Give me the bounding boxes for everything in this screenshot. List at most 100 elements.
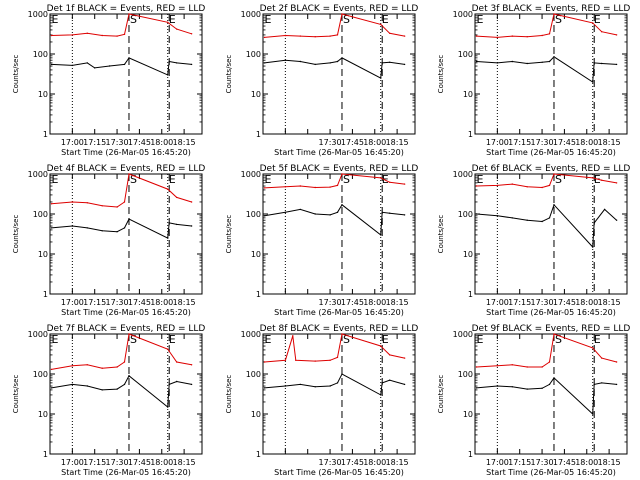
lld-data-point <box>336 184 339 187</box>
events-data-point <box>541 387 543 389</box>
lld-data-point <box>190 33 193 35</box>
lld-data-point <box>295 359 297 361</box>
events-data-point <box>548 383 551 386</box>
lld-data-point <box>389 354 391 356</box>
lld-data-point <box>176 361 178 363</box>
y-tick-label: 10 <box>38 410 48 419</box>
y-tick-label: 1 <box>43 290 48 299</box>
lld-data-point <box>475 366 478 368</box>
lld-data-point <box>336 356 339 359</box>
lld-data-point <box>123 361 126 363</box>
event-marker-label: E <box>476 13 483 26</box>
x-tick-label: 18:00 <box>363 298 386 307</box>
y-tick-label: 100 <box>246 370 261 379</box>
x-tick-label: 18:15 <box>386 138 409 147</box>
lld-data-point <box>389 181 391 183</box>
plot-frame <box>474 333 628 455</box>
x-tick-label: 17:30 <box>319 138 342 147</box>
event-marker-label: E <box>594 13 601 26</box>
lld-data-point <box>190 364 193 366</box>
plot-frame <box>262 13 416 135</box>
x-axis-title: Start Time (26-Mar-05 16:45:20) <box>486 468 616 477</box>
event-marker-label: E <box>476 173 483 186</box>
lld-data-point <box>86 32 89 34</box>
x-tick-label: 17:15 <box>83 458 106 467</box>
events-data-point <box>176 62 178 64</box>
lld-data-point <box>548 184 551 187</box>
lld-data-point <box>128 173 130 175</box>
lld-data-point <box>176 28 178 30</box>
events-data-point <box>86 62 89 64</box>
event-marker-label: E <box>382 13 389 26</box>
events-data-point <box>336 211 339 213</box>
x-tick-label: 17:30 <box>319 458 342 467</box>
y-axis-title: Counts/sec <box>225 55 233 94</box>
y-axis-title: Counts/sec <box>437 55 445 94</box>
panel-title: Det 8f BLACK = Events, RED = LLD <box>260 324 419 334</box>
events-data-point <box>284 211 287 213</box>
event-marker-label: E <box>382 173 389 186</box>
event-marker-label: S <box>555 13 562 26</box>
events-data-point <box>541 220 543 223</box>
lld-data-point <box>475 35 478 37</box>
lld-data-point <box>190 201 193 203</box>
event-marker-label: E <box>169 13 176 26</box>
event-marker-label: E <box>382 333 389 346</box>
events-data-point <box>593 383 595 386</box>
events-data-point <box>128 375 130 377</box>
panel-title: Det 5f BLACK = Events, RED = LLD <box>260 164 419 174</box>
x-tick-label: 18:00 <box>575 138 598 147</box>
x-tick-label: 17:30 <box>106 298 129 307</box>
y-tick-label: 100 <box>33 210 48 219</box>
lld-series-line <box>476 173 617 189</box>
x-tick-label: 17:45 <box>341 298 364 307</box>
lld-data-point <box>553 13 555 15</box>
events-data-point <box>314 63 316 66</box>
events-data-point <box>94 67 96 69</box>
x-axis-title: Start Time (26-Mar-05 16:45:20) <box>274 308 404 317</box>
y-tick-label: 1000 <box>453 10 473 19</box>
y-axis-title: Counts/sec <box>12 215 20 254</box>
events-data-point <box>526 219 528 221</box>
events-data-point <box>190 63 193 66</box>
y-axis-title: Counts/sec <box>225 215 233 254</box>
x-tick-label: 17:15 <box>508 458 531 467</box>
y-tick-label: 10 <box>463 250 473 259</box>
x-tick-label: 17:45 <box>553 138 576 147</box>
lld-data-point <box>389 32 391 34</box>
events-data-point <box>123 227 126 229</box>
lld-data-point <box>123 201 126 203</box>
lld-data-point <box>553 333 555 335</box>
events-data-point <box>389 61 391 63</box>
events-data-point <box>389 212 391 214</box>
events-data-point <box>329 214 331 216</box>
event-marker-label: S <box>343 13 350 26</box>
events-data-point <box>50 387 53 389</box>
x-tick-label: 18:15 <box>598 138 621 147</box>
x-tick-label: 18:00 <box>575 298 598 307</box>
x-tick-label: 17:15 <box>83 138 106 147</box>
y-tick-label: 10 <box>251 250 261 259</box>
lld-data-point <box>314 186 316 189</box>
x-tick-label: 17:30 <box>106 138 129 147</box>
lld-data-point <box>314 36 316 38</box>
event-marker-label: E <box>594 333 601 346</box>
events-data-point <box>592 413 594 415</box>
y-tick-label: 1 <box>256 450 261 459</box>
lld-data-point <box>101 34 103 37</box>
y-tick-label: 1000 <box>241 170 261 179</box>
events-data-point <box>475 60 478 63</box>
events-data-point <box>314 213 316 215</box>
lld-data-point <box>615 361 618 363</box>
lld-data-point <box>116 366 118 368</box>
events-data-point <box>284 59 287 61</box>
lld-data-point <box>116 206 118 208</box>
event-marker-label: S <box>555 333 562 346</box>
y-tick-label: 10 <box>38 250 48 259</box>
lld-data-point <box>615 34 618 36</box>
lld-data-point <box>299 35 301 37</box>
y-tick-label: 1 <box>256 290 261 299</box>
events-data-point <box>541 61 543 63</box>
